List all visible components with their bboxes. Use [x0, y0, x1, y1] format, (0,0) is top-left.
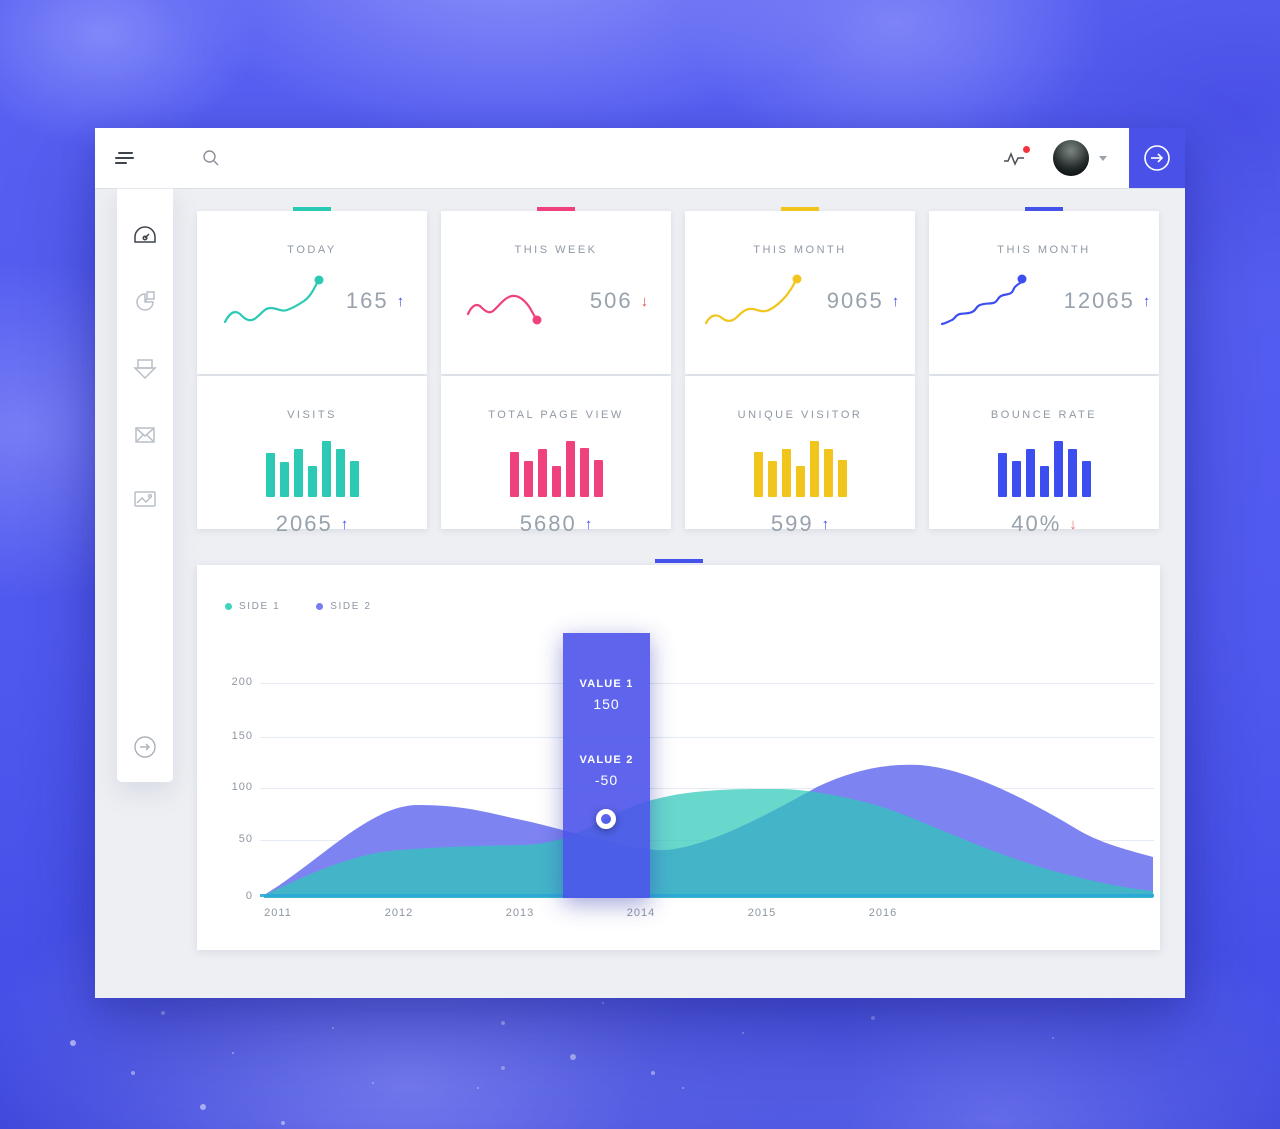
topbar: [95, 128, 1185, 188]
sidebar-item-images[interactable]: [132, 488, 158, 510]
stat-value: 40%: [1011, 511, 1062, 536]
trend-up-icon: ↑: [821, 515, 830, 533]
stat-value: 506: [589, 288, 633, 313]
sparkline-teal: [223, 275, 324, 324]
trend-up-icon: ↑: [891, 292, 900, 310]
trend-down-icon: ↓: [640, 292, 649, 310]
avatar[interactable]: [1053, 140, 1089, 176]
stats-grid: TODAY 165 ↑ THIS WEEK 506 ↓: [197, 207, 1159, 536]
dashboard-window: TODAY 165 ↑ THIS WEEK 506 ↓: [95, 128, 1185, 998]
y-tick: 50: [238, 833, 253, 845]
trend-up-icon: ↑: [396, 292, 405, 310]
menu-icon[interactable]: [115, 149, 135, 167]
sidebar-item-printer[interactable]: [132, 356, 158, 382]
x-tick: 2015: [747, 907, 777, 919]
card-accent-bar: [654, 559, 703, 563]
y-tick: 100: [231, 781, 253, 793]
chevron-down-icon[interactable]: [1099, 155, 1107, 161]
series-side1-area: [264, 788, 1153, 898]
y-tick: 150: [231, 730, 253, 742]
mini-bar-chart: [441, 441, 671, 497]
stat-card-this-month: THIS MONTH 9065 ↑: [685, 207, 915, 374]
chart-tooltip: VALUE 1 150 VALUE 2 -50: [563, 633, 650, 898]
stat-value: 2065: [275, 511, 333, 536]
sidebar: [117, 188, 173, 782]
sidebar-item-mail[interactable]: [133, 424, 157, 446]
stat-label: TODAY: [287, 244, 337, 256]
legend-item-side2[interactable]: SIDE 2: [316, 601, 371, 612]
tooltip-value-2: -50: [594, 772, 619, 788]
stat-label: TOTAL PAGE VIEW: [488, 409, 624, 421]
logout-icon[interactable]: [132, 734, 158, 760]
stat-label: THIS MONTH: [753, 244, 847, 256]
mini-bar-chart: [685, 441, 915, 497]
card-accent-bar: [781, 207, 819, 211]
stat-value: 599: [770, 511, 814, 536]
sidebar-item-pie-chart[interactable]: [133, 290, 157, 314]
stat-card-unique-visitor: UNIQUE VISITOR 599 ↑: [685, 376, 915, 536]
area-chart-card: SIDE 1 SIDE 2 200 150 100 50 0: [197, 559, 1160, 950]
paint-splatter: [70, 1040, 76, 1046]
mini-bar-chart: [929, 441, 1159, 497]
stat-card-bounce-rate: BOUNCE RATE 40% ↓: [929, 376, 1159, 536]
stat-label: THIS MONTH: [997, 244, 1091, 256]
stat-value: 12065: [1063, 288, 1135, 313]
legend-dot-teal: [225, 603, 232, 610]
trend-down-icon: ↓: [1069, 515, 1077, 533]
card-accent-bar: [1025, 207, 1063, 211]
x-tick: 2011: [264, 907, 292, 919]
sparkline-blue: [940, 274, 1027, 326]
gridline: [260, 737, 1154, 738]
stat-value: 165: [345, 288, 389, 313]
notification-dot: [1023, 146, 1030, 153]
trend-up-icon: ↑: [584, 515, 593, 533]
sparkline-yellow: [704, 274, 802, 325]
tooltip-label-2: VALUE 2: [579, 754, 634, 766]
tooltip-value-1: 150: [593, 696, 620, 712]
tooltip-label-1: VALUE 1: [579, 678, 634, 690]
topbar-right: [1003, 140, 1129, 176]
stat-card-this-week: THIS WEEK 506 ↓: [441, 207, 671, 374]
card-accent-bar: [537, 207, 575, 211]
mini-bar-chart: [197, 441, 427, 497]
stat-card-visits: VISITS 2065 ↑: [197, 376, 427, 536]
stat-label: VISITS: [287, 409, 337, 421]
gridline: [260, 683, 1154, 684]
chart-legend: SIDE 1 SIDE 2: [225, 601, 372, 612]
y-tick: 200: [231, 676, 253, 688]
sparkline-pink: [466, 294, 542, 325]
x-tick: 2014: [626, 907, 656, 919]
stat-label: THIS WEEK: [514, 244, 598, 256]
arrow-right-button[interactable]: [1129, 128, 1185, 188]
area-plot: [264, 764, 1153, 898]
stat-label: UNIQUE VISITOR: [737, 409, 863, 421]
legend-dot-purple: [316, 603, 324, 610]
stat-card-total-page-view: TOTAL PAGE VIEW 5680 ↑: [441, 376, 671, 536]
x-tick: 2016: [868, 907, 898, 919]
search-icon[interactable]: [201, 148, 221, 168]
stat-value: 9065: [826, 288, 884, 313]
stat-card-today: TODAY 165 ↑: [197, 207, 427, 374]
chart-baseline: [260, 894, 1154, 897]
legend-item-side1[interactable]: SIDE 1: [225, 601, 280, 612]
tooltip-marker: [596, 809, 616, 829]
activity-icon[interactable]: [1003, 146, 1030, 167]
stat-value: 5680: [519, 511, 577, 536]
gridline: [260, 788, 1154, 789]
y-tick: 0: [245, 890, 253, 902]
x-tick: 2012: [384, 907, 414, 919]
sidebar-item-dashboard[interactable]: [132, 224, 158, 248]
trend-up-icon: ↑: [340, 515, 349, 533]
card-accent-bar: [293, 207, 331, 211]
x-tick: 2013: [505, 907, 535, 919]
content-area: TODAY 165 ↑ THIS WEEK 506 ↓: [95, 188, 1185, 998]
stat-card-this-month-2: THIS MONTH 12065 ↑: [929, 207, 1159, 374]
trend-up-icon: ↑: [1142, 292, 1151, 310]
stat-label: BOUNCE RATE: [990, 409, 1098, 421]
